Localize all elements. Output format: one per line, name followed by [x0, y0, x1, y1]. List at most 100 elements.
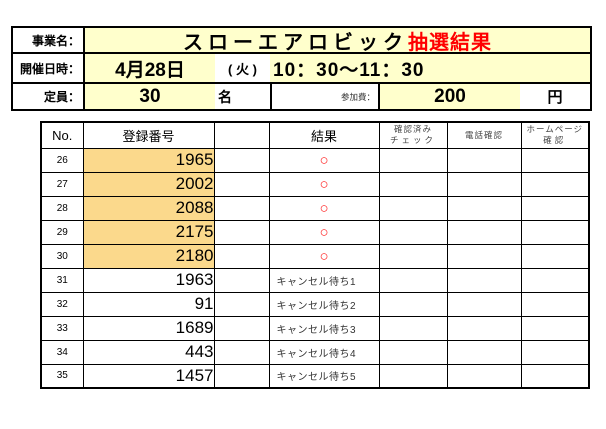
spacer-cell	[213, 315, 270, 341]
phone-confirm-cell	[446, 243, 522, 269]
homepage-confirm-cell	[520, 267, 590, 293]
capacity-label: 定員：	[13, 84, 85, 109]
row-number-cell: 31	[40, 267, 84, 293]
row-number-cell: 34	[40, 339, 84, 365]
homepage-confirm-cell	[520, 315, 590, 341]
table-row: 27 2002 ○	[40, 171, 590, 197]
phone-confirm-cell	[446, 147, 522, 173]
phone-confirm-cell	[446, 291, 522, 317]
event-day-of-week: ( 火 )	[215, 54, 270, 84]
row-number-cell: 33	[40, 315, 84, 341]
column-header-phone-confirm: 電話確認	[446, 121, 522, 149]
homepage-confirm-line2: 確認	[543, 135, 567, 146]
registration-number-cell: 2180	[82, 243, 215, 269]
phone-confirm-cell	[446, 267, 522, 293]
result-cell: ○	[268, 219, 380, 245]
confirm-check-cell	[378, 339, 448, 365]
capacity-value: 30	[85, 84, 215, 109]
column-header-spacer	[213, 121, 270, 149]
result-cell: キャンセル待ち1	[268, 267, 380, 293]
registration-number-cell: 91	[82, 291, 215, 317]
table-row: 26 1965 ○	[40, 147, 590, 173]
table-row: 29 2175 ○	[40, 219, 590, 245]
confirm-check-cell	[378, 219, 448, 245]
column-header-homepage-confirm: ホームページ 確認	[520, 121, 590, 149]
phone-confirm-cell	[446, 339, 522, 365]
confirm-check-line2: チェック	[389, 135, 436, 146]
registration-number-cell: 1963	[82, 267, 215, 293]
registration-number-cell: 1965	[82, 147, 215, 173]
registration-number-cell: 2175	[82, 219, 215, 245]
registration-number-cell: 443	[82, 339, 215, 365]
table-row: 30 2180 ○	[40, 243, 590, 269]
results-table: No. 登録番号 結果 確認済み チェック 電話確認 ホームページ 確認 26 1…	[40, 121, 590, 389]
result-cell: ○	[268, 195, 380, 221]
homepage-confirm-cell	[520, 219, 590, 245]
table-row: 31 1963 キャンセル待ち1	[40, 267, 590, 293]
column-header-no: No.	[40, 121, 84, 149]
homepage-confirm-cell	[520, 291, 590, 317]
phone-confirm-cell	[446, 363, 522, 389]
confirm-check-cell	[378, 195, 448, 221]
homepage-confirm-line1: ホームページ	[526, 124, 584, 135]
row-number-cell: 35	[40, 363, 84, 389]
homepage-confirm-cell	[520, 195, 590, 221]
phone-confirm-cell	[446, 195, 522, 221]
homepage-confirm-cell	[520, 363, 590, 389]
confirm-check-cell	[378, 171, 448, 197]
spacer-cell	[213, 171, 270, 197]
table-header-row: No. 登録番号 結果 確認済み チェック 電話確認 ホームページ 確認	[40, 121, 590, 149]
capacity-unit: 名	[215, 84, 270, 109]
business-name-label: 事業名：	[13, 28, 85, 54]
phone-confirm-cell	[446, 315, 522, 341]
table-row: 35 1457 キャンセル待ち5	[40, 363, 590, 389]
fee-label: 参加費：	[270, 84, 380, 109]
result-cell: キャンセル待ち5	[268, 363, 380, 389]
row-number-cell: 30	[40, 243, 84, 269]
confirm-check-cell	[378, 363, 448, 389]
spacer-cell	[213, 195, 270, 221]
result-cell: キャンセル待ち4	[268, 339, 380, 365]
confirm-check-cell	[378, 147, 448, 173]
row-number-cell: 27	[40, 171, 84, 197]
registration-number-cell: 2088	[82, 195, 215, 221]
spacer-cell	[213, 291, 270, 317]
spacer-cell	[213, 363, 270, 389]
row-number-cell: 26	[40, 147, 84, 173]
homepage-confirm-cell	[520, 171, 590, 197]
column-header-registration: 登録番号	[82, 121, 215, 149]
business-name-value: スローエアロビック 抽選結果	[85, 28, 590, 54]
row-number-cell: 29	[40, 219, 84, 245]
datetime-label: 開催日時：	[13, 54, 85, 84]
phone-confirm-cell	[446, 171, 522, 197]
lottery-result-text: 抽選結果	[408, 31, 492, 54]
spacer-cell	[213, 243, 270, 269]
result-cell: ○	[268, 147, 380, 173]
result-cell: ○	[268, 171, 380, 197]
confirm-check-cell	[378, 291, 448, 317]
results-table-body: 26 1965 ○ 27 2002 ○ 28 2088 ○ 29 2175 ○ 30 2180 ○ 31 196…	[40, 147, 590, 389]
spacer-cell	[213, 147, 270, 173]
phone-confirm-cell	[446, 219, 522, 245]
event-time: 10：30～11：30	[270, 54, 590, 84]
registration-number-cell: 1689	[82, 315, 215, 341]
info-panel: 事業名： スローエアロビック 抽選結果 開催日時： 4月28日 ( 火 ) 10：…	[11, 26, 592, 111]
confirm-check-cell	[378, 267, 448, 293]
confirm-check-cell	[378, 315, 448, 341]
fee-unit: 円	[520, 84, 590, 109]
column-header-confirm-check: 確認済み チェック	[378, 121, 448, 149]
spacer-cell	[213, 267, 270, 293]
registration-number-cell: 2002	[82, 171, 215, 197]
fee-value: 200	[380, 84, 520, 109]
spacer-cell	[213, 339, 270, 365]
registration-number-cell: 1457	[82, 363, 215, 389]
confirm-check-cell	[378, 243, 448, 269]
row-number-cell: 32	[40, 291, 84, 317]
result-cell: ○	[268, 243, 380, 269]
result-cell: キャンセル待ち2	[268, 291, 380, 317]
event-title-text: スローエアロビック	[183, 31, 408, 54]
spacer-cell	[213, 219, 270, 245]
table-row: 33 1689 キャンセル待ち3	[40, 315, 590, 341]
homepage-confirm-cell	[520, 339, 590, 365]
